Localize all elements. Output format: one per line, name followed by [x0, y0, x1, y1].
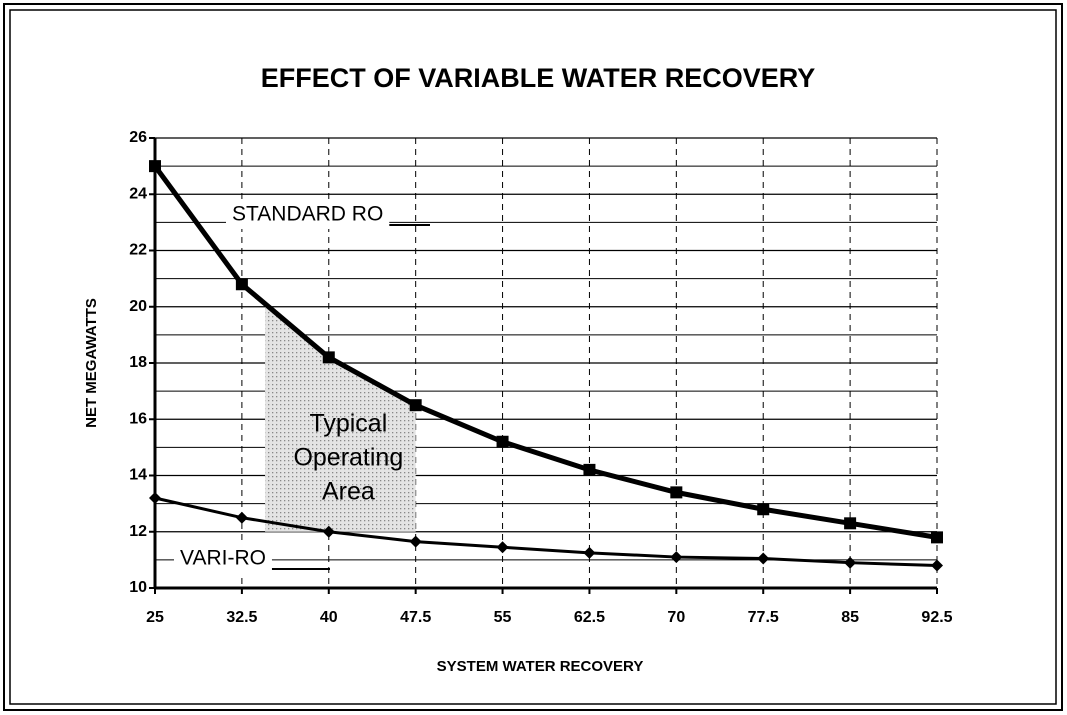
- y-tick-label: 22: [129, 242, 147, 259]
- marker: [583, 463, 596, 476]
- outer-frame: [3, 3, 1063, 711]
- y-tick-label: 12: [129, 523, 147, 540]
- marker: [583, 546, 596, 559]
- x-tick-label: 85: [841, 609, 859, 626]
- x-tick-label: 32.5: [226, 609, 257, 626]
- x-tick-label: 77.5: [748, 609, 779, 626]
- y-tick-label: 26: [129, 129, 147, 146]
- y-tick-label: 10: [129, 579, 147, 596]
- marker: [149, 160, 161, 173]
- region-label: Typical: [309, 410, 387, 438]
- marker: [757, 503, 770, 516]
- marker: [844, 556, 857, 569]
- marker: [670, 551, 683, 564]
- series-line: [152, 164, 938, 540]
- x-tick-label: 40: [320, 609, 338, 626]
- marker: [931, 531, 943, 544]
- y-tick-label: 20: [129, 298, 147, 315]
- marker: [496, 541, 509, 554]
- y-axis-label: NET MEGAWATTS: [83, 298, 100, 428]
- series-label-bg: [174, 545, 272, 573]
- chart-title: EFFECT OF VARIABLE WATER RECOVERY: [261, 63, 816, 93]
- x-tick-label: 92.5: [921, 609, 952, 626]
- series-label-bg: [226, 201, 390, 229]
- x-tick-label: 62.5: [574, 609, 605, 626]
- operating-area: [265, 303, 416, 532]
- marker: [322, 525, 335, 538]
- marker: [844, 517, 857, 530]
- x-axis-label: SYSTEM WATER RECOVERY: [437, 658, 644, 675]
- x-tick-label: 47.5: [400, 609, 431, 626]
- marker: [670, 486, 683, 499]
- marker: [235, 278, 248, 291]
- marker: [409, 535, 422, 548]
- series-label: VARI-RO: [180, 547, 266, 570]
- region-label: Area: [322, 478, 375, 506]
- marker: [149, 492, 161, 504]
- marker: [931, 559, 943, 572]
- inner-frame: [9, 9, 1057, 705]
- y-tick-label: 18: [129, 354, 147, 371]
- y-tick-label: 24: [129, 185, 147, 202]
- marker: [496, 435, 509, 448]
- marker: [235, 511, 248, 524]
- marker: [757, 552, 770, 565]
- marker: [322, 351, 335, 364]
- y-tick-label: 16: [129, 410, 147, 427]
- region-label: Operating: [293, 444, 403, 472]
- x-tick-label: 25: [146, 609, 164, 626]
- series-label: STANDARD RO: [232, 203, 383, 226]
- marker: [409, 399, 422, 412]
- x-tick-label: 55: [494, 609, 512, 626]
- series-line: [154, 496, 938, 567]
- x-tick-label: 70: [667, 609, 685, 626]
- y-tick-label: 14: [129, 467, 147, 484]
